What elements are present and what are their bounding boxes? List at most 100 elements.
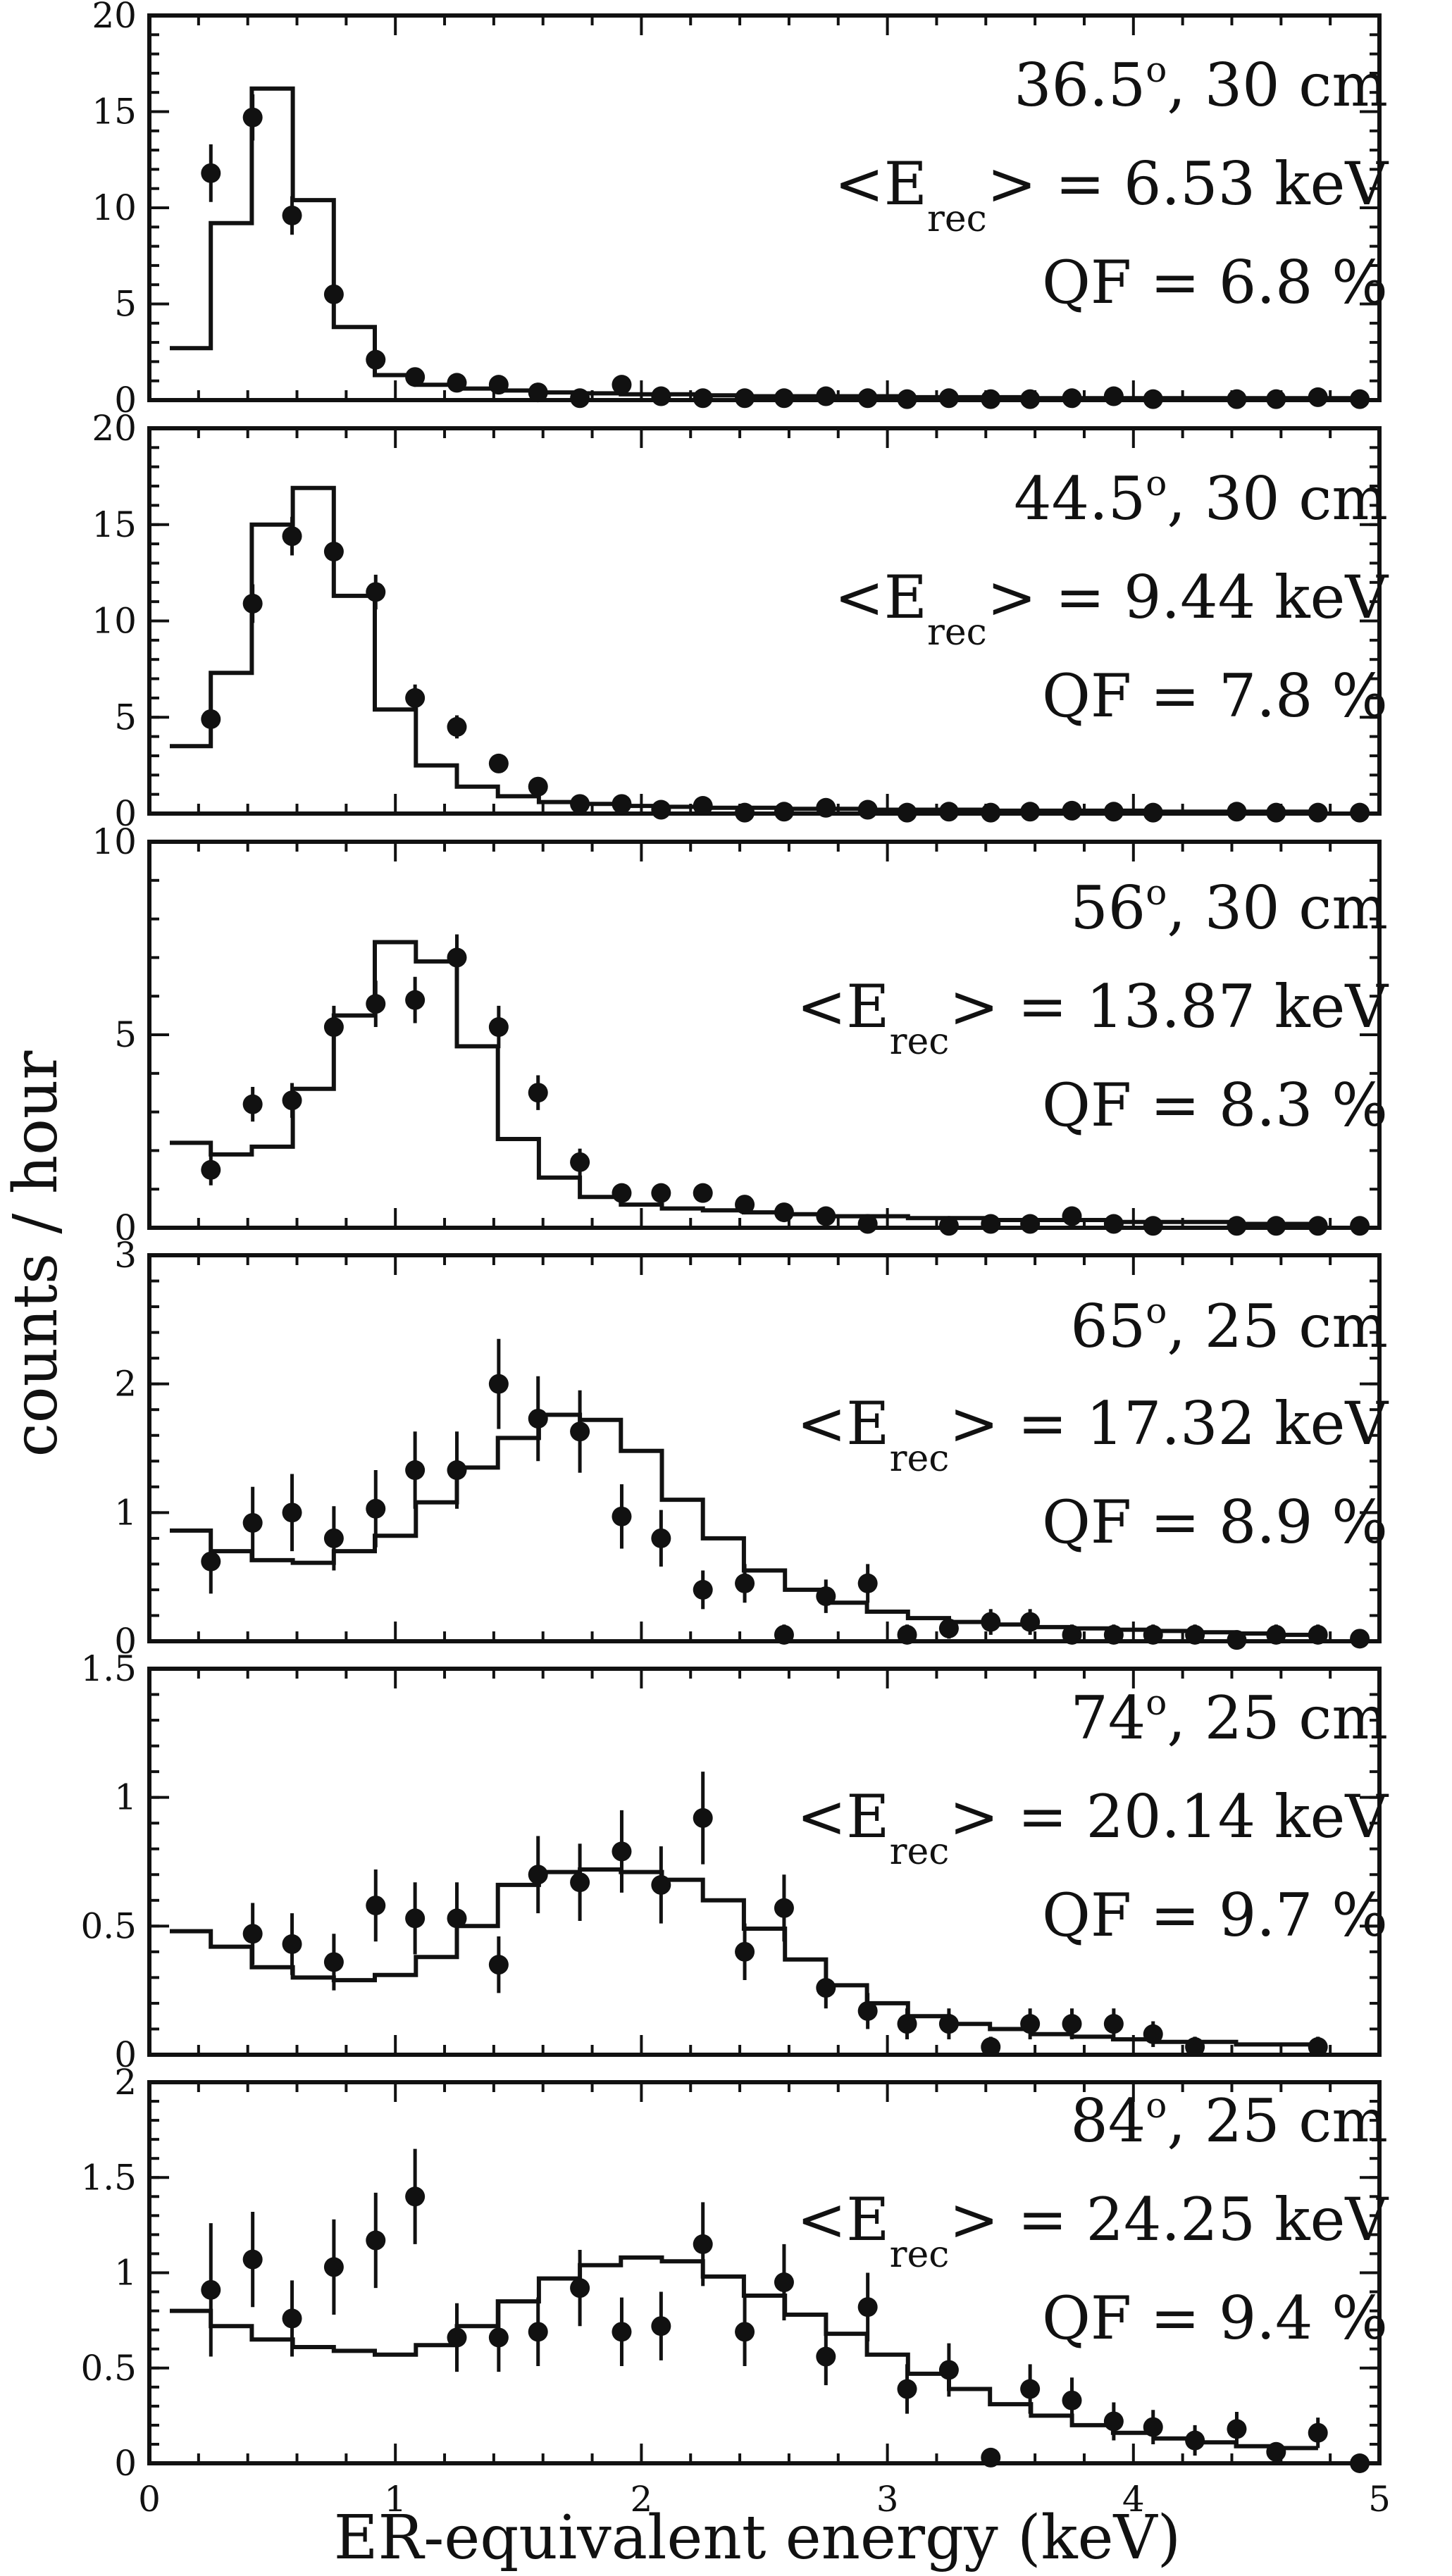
data-point [938,2360,959,2380]
data-point [570,2278,590,2298]
y-tick-label: 0 [114,793,137,834]
y-tick-label: 10 [92,821,137,862]
data-point [1227,1630,1247,1650]
data-point [857,2297,878,2317]
data-point [816,797,836,818]
data-point [1020,1214,1041,1234]
data-point [282,1934,302,1954]
data-point [1062,2390,1082,2410]
y-tick-label: 1.5 [80,1648,137,1689]
data-point [981,2037,1001,2058]
annotation-mean-recoil-energy: <Erec> = 17.32 keV [797,1389,1389,1480]
y-tick-label: 1 [114,1492,137,1533]
data-point [612,375,632,395]
data-point [1350,802,1370,823]
annotation-quenching-factor: QF = 7.8 % [1042,661,1388,730]
data-point [1308,1624,1328,1645]
data-point [897,389,917,409]
data-point [897,2014,917,2034]
data-point [981,1612,1001,1632]
data-point [282,205,302,225]
data-point [1020,2379,1041,2399]
y-tick-label: 0.5 [80,2348,137,2389]
data-point [488,1955,509,1975]
data-point [857,2001,878,2021]
data-point [323,284,344,304]
data-point [366,1896,386,1916]
data-point [1308,2422,1328,2443]
data-point [1062,1206,1082,1226]
data-point [816,1978,836,1998]
data-point [488,1017,509,1038]
annotation-quenching-factor: QF = 9.4 % [1042,2284,1388,2353]
data-point [897,802,917,823]
x-tick-label: 2 [630,2479,652,2520]
y-tick-label: 5 [114,284,137,325]
panel-5: 1.5 1 0.5 0 74o, 25 cm <Erec> = 20.14 keV QF =… [80,1648,1389,2075]
x-axis-title: ER-equivalent energy (keV) [334,2503,1181,2573]
annotation-mean-recoil-energy: <Erec> = 13.87 keV [797,972,1389,1063]
data-point [1185,2430,1205,2451]
data-point [405,2186,426,2207]
data-point [735,1941,755,1962]
data-point [447,716,467,737]
data-point [857,799,878,820]
data-point [816,2346,836,2367]
annotation-angle-distance: 44.5o, 30 cm [1014,463,1388,533]
data-point [816,386,836,406]
x-tick-label: 0 [138,2479,161,2520]
data-point [570,1421,590,1442]
y-tick-label: 1.5 [80,2157,137,2198]
data-point [488,753,509,773]
data-point [651,386,671,406]
data-point [570,388,590,409]
annotation-quenching-factor: QF = 6.8 % [1042,248,1388,317]
data-point [1062,2014,1082,2034]
data-point [447,373,467,393]
data-point [1266,2441,1286,2462]
data-point [612,2322,632,2342]
data-point [1308,2037,1328,2058]
data-point [693,1183,713,1203]
data-point [242,593,263,614]
data-point [612,1183,632,1203]
data-point [1143,1624,1163,1645]
data-point [693,796,713,816]
data-point [282,1090,302,1111]
annotation-mean-recoil-energy: <Erec> = 9.44 keV [834,563,1389,654]
annotation-quenching-factor: QF = 8.3 % [1042,1071,1388,1140]
data-point [897,1624,917,1645]
data-point [323,2257,344,2277]
y-tick-label: 15 [92,92,137,132]
data-point [488,1374,509,1394]
data-point [1143,2417,1163,2437]
data-point [774,1202,794,1223]
data-point [1227,389,1247,409]
data-point [612,1506,632,1526]
data-point [1020,389,1041,409]
y-tick-label: 20 [92,0,137,36]
data-point [938,802,959,822]
data-point [1062,800,1082,821]
data-point [816,1586,836,1607]
data-point [405,1460,426,1481]
panel-3: 10 5 0 56o, 30 cm <Erec> = 13.87 keV QF = 8.3… [92,821,1389,1248]
data-point [242,1512,263,1533]
data-point [693,1807,713,1828]
data-point [242,1094,263,1114]
y-tick-label: 10 [92,601,137,642]
data-point [366,994,386,1014]
data-point [1143,802,1163,823]
y-tick-label: 5 [114,1014,137,1055]
y-tick-label: 2 [114,2062,137,2103]
data-point [1143,2024,1163,2044]
data-point [242,1924,263,1944]
data-point [1103,2014,1124,2034]
data-point [570,1152,590,1172]
data-point [981,802,1001,823]
data-point [282,526,302,547]
data-point [1308,1216,1328,1236]
x-tick-label: 3 [876,2479,899,2520]
